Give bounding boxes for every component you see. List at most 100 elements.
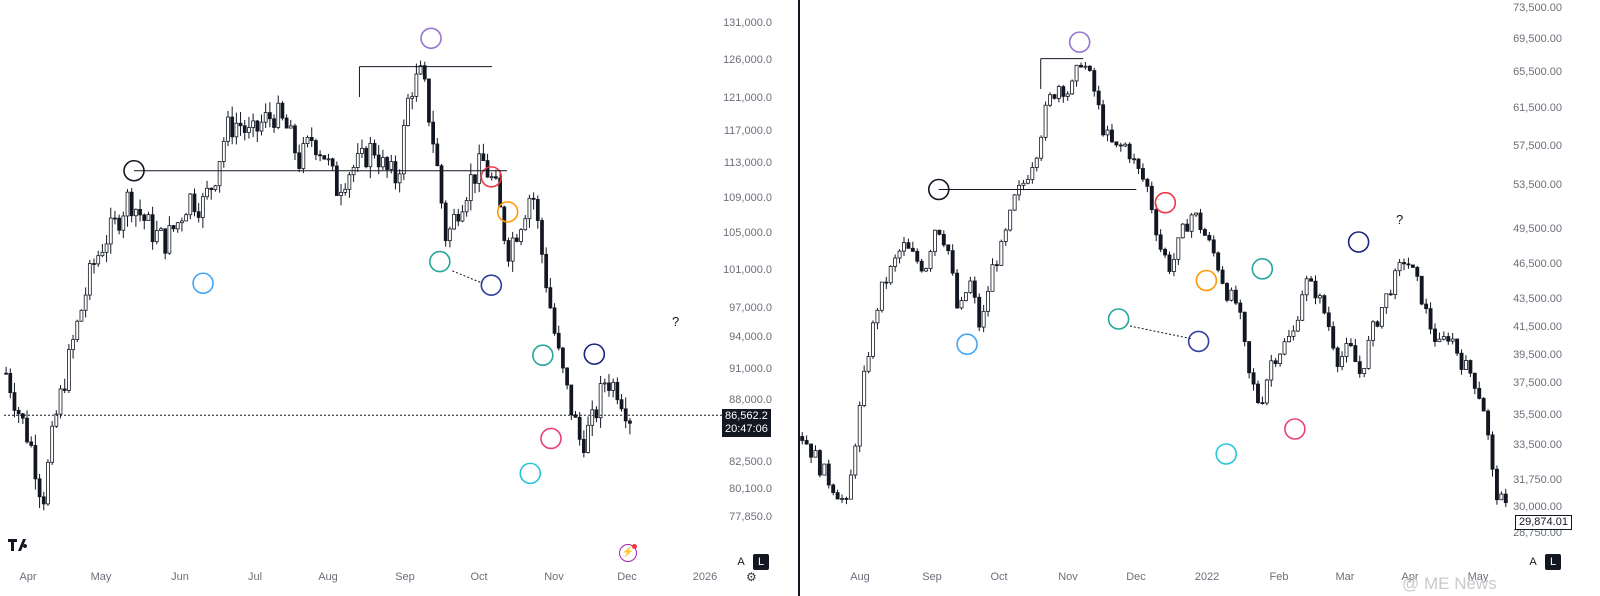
y-tick-label: 109,000.0	[723, 192, 772, 204]
candle-body	[977, 296, 982, 328]
candle-body	[1065, 93, 1070, 97]
y-tick-label: 73,500.00	[1513, 2, 1562, 14]
marker-circle-indigo	[1187, 330, 1210, 353]
candle-body	[192, 193, 197, 213]
candle-body	[1034, 157, 1039, 168]
candle-body	[619, 399, 624, 410]
tradingview-logo[interactable]	[8, 539, 32, 553]
y-tick-label: 117,000.0	[724, 125, 772, 137]
candle-body	[972, 280, 977, 298]
candle-body	[481, 153, 486, 161]
candle-body	[1242, 311, 1247, 343]
candle-body	[205, 187, 209, 198]
panel-divider[interactable]	[798, 0, 800, 596]
chart-left-svg[interactable]: 131,000.0 126,000.0 121,000.0 117,000.0 113,…	[0, 0, 798, 596]
x-tick-label: Apr	[19, 571, 36, 583]
candle-body	[590, 409, 595, 426]
settings-icon[interactable]: ⚙	[746, 570, 757, 584]
marker-circle-cyan	[519, 462, 542, 485]
candle-body	[1388, 293, 1393, 296]
candle-body	[41, 496, 46, 505]
y-tick-label: 91,000.0	[729, 363, 772, 375]
candle-body	[1419, 275, 1424, 305]
candle-body	[840, 498, 844, 500]
log-scale-button-right[interactable]: L	[1545, 554, 1561, 570]
chart-panel-right[interactable]: 73,500.00 69,500.00 65,500.00 61,500.00 57,5…	[800, 0, 1600, 596]
candle-body	[301, 143, 306, 169]
candle-body	[1092, 70, 1097, 92]
candle-body	[1322, 295, 1327, 314]
candle-body	[50, 425, 55, 463]
candle-body	[1105, 129, 1110, 136]
candle-body	[242, 125, 247, 133]
candle-body	[544, 253, 549, 289]
candle-body	[1428, 308, 1433, 330]
candle-body	[1171, 259, 1176, 272]
candle-body	[1202, 229, 1207, 236]
candle-body	[1198, 212, 1203, 230]
candle-body	[1348, 343, 1353, 346]
candle-body	[381, 157, 385, 168]
candle-body	[875, 309, 880, 324]
candle-body	[1446, 336, 1451, 342]
marker-circle-pink	[1284, 418, 1306, 440]
candle-body	[104, 243, 109, 253]
candle-body	[92, 263, 96, 265]
candle-body	[418, 65, 423, 75]
candle-body	[1101, 104, 1106, 136]
candle-body	[1415, 267, 1420, 277]
x-tick-label: Mar	[1336, 571, 1355, 583]
candle-body	[1410, 264, 1415, 268]
x-tick-label: Sep	[395, 571, 415, 583]
candle-body	[1025, 179, 1030, 184]
candle-body	[1309, 278, 1314, 282]
candle-body	[999, 240, 1004, 266]
lightning-icon[interactable]: ⚡	[619, 544, 637, 562]
chart-right-svg[interactable]: 73,500.00 69,500.00 65,500.00 61,500.00 57,5…	[800, 0, 1600, 596]
candle-body	[844, 498, 849, 500]
candle-body	[1472, 372, 1477, 389]
candle-body	[1238, 302, 1243, 313]
candle-body	[800, 436, 805, 441]
candle-body	[1335, 347, 1340, 367]
candle-body	[915, 250, 920, 262]
candle-body	[1039, 136, 1044, 159]
candle-body	[986, 290, 991, 312]
last-price-label-right: 29,874.01	[1515, 515, 1572, 530]
auto-scale-button-right[interactable]: A	[1525, 554, 1541, 570]
candle-body	[489, 176, 494, 179]
candle-body	[611, 381, 616, 391]
candle-body	[188, 193, 193, 216]
candle-body	[577, 416, 582, 440]
candle-body	[184, 214, 188, 222]
x-tick-label: Jun	[171, 571, 189, 583]
candle-body	[326, 158, 331, 161]
candle-body	[167, 225, 172, 254]
candle-body	[1379, 307, 1384, 327]
auto-scale-button[interactable]: A	[733, 554, 749, 570]
marker-circle-orange	[496, 201, 519, 223]
log-scale-button[interactable]: L	[753, 554, 769, 570]
candle-body	[494, 176, 498, 179]
candle-body	[968, 280, 973, 294]
candle-body	[414, 73, 419, 97]
candle-body	[561, 347, 565, 369]
candle-body	[4, 372, 8, 375]
candle-body	[1008, 209, 1013, 231]
candle-body	[581, 438, 586, 454]
y-tick-label: 97,000.0	[729, 302, 772, 314]
candle-body	[963, 292, 968, 301]
candle-body	[339, 191, 343, 196]
candle-body	[477, 153, 482, 184]
chart-panel-left[interactable]: 131,000.0 126,000.0 121,000.0 117,000.0 113,…	[0, 0, 798, 596]
y-tick-label: 69,500.00	[1513, 33, 1562, 45]
candle-body	[1180, 223, 1185, 239]
candle-body	[8, 373, 13, 394]
candle-body	[884, 281, 889, 284]
candle-body	[1030, 167, 1035, 180]
candle-body	[1331, 326, 1336, 349]
candle-body	[1087, 65, 1092, 71]
candle-body	[1366, 339, 1371, 369]
candle-body	[1070, 80, 1075, 95]
bar-countdown: 20:47:06	[725, 423, 768, 435]
